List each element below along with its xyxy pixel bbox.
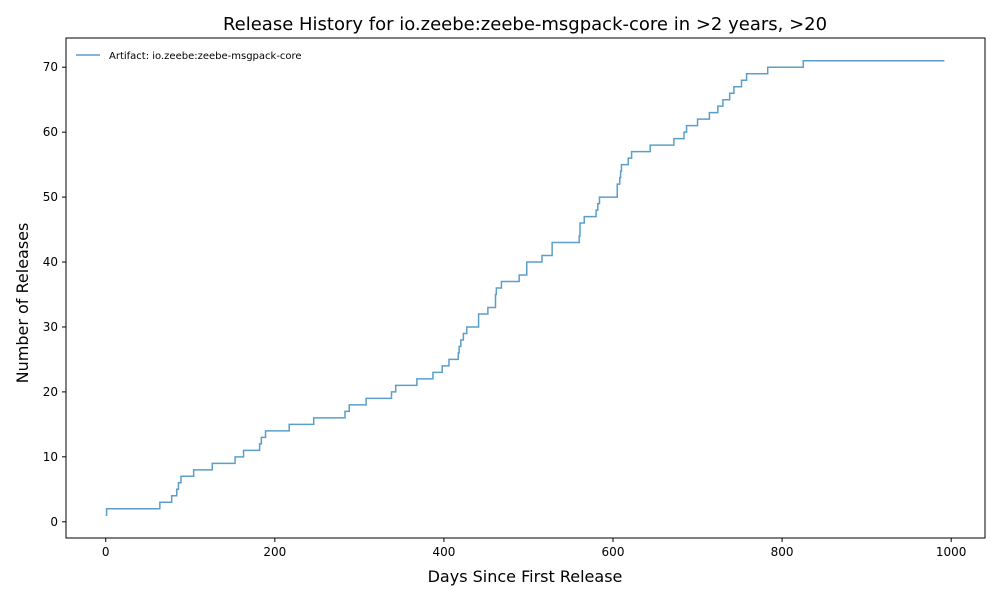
x-tick-label: 1000 — [936, 545, 967, 559]
y-tick-label: 40 — [43, 255, 58, 269]
plot-area: 0 200 400 600 800 1000 0 10 20 30 40 50 60 70 — [43, 37, 986, 559]
x-tick-label: 800 — [771, 545, 794, 559]
y-tick-label: 60 — [43, 125, 58, 139]
y-tick-label: 10 — [43, 450, 58, 464]
legend: Artifact: io.zeebe:zeebe-msgpack-core — [76, 51, 302, 62]
y-tick-label: 0 — [50, 515, 58, 529]
y-tick-label: 30 — [43, 320, 58, 334]
y-tick-label: 50 — [43, 190, 58, 204]
chart-title: Release History for io.zeebe:zeebe-msgpa… — [223, 14, 827, 35]
y-axis-title: Number of Releases — [13, 223, 32, 384]
x-axis: 0 200 400 600 800 1000 — [102, 538, 967, 559]
x-tick-label: 400 — [432, 545, 455, 559]
x-axis-title: Days Since First Release — [428, 567, 623, 586]
y-tick-label: 20 — [43, 385, 58, 399]
series-layer — [105, 59, 945, 517]
x-tick-label: 600 — [602, 545, 625, 559]
legend-label: Artifact: io.zeebe:zeebe-msgpack-core — [109, 51, 302, 62]
axes-frame — [65, 37, 986, 539]
x-tick-label: 200 — [263, 545, 286, 559]
y-tick-label: 70 — [43, 60, 58, 74]
y-axis: 0 10 20 30 40 50 60 70 — [43, 60, 66, 529]
series-line-0 — [105, 59, 945, 517]
x-tick-label: 0 — [102, 545, 110, 559]
